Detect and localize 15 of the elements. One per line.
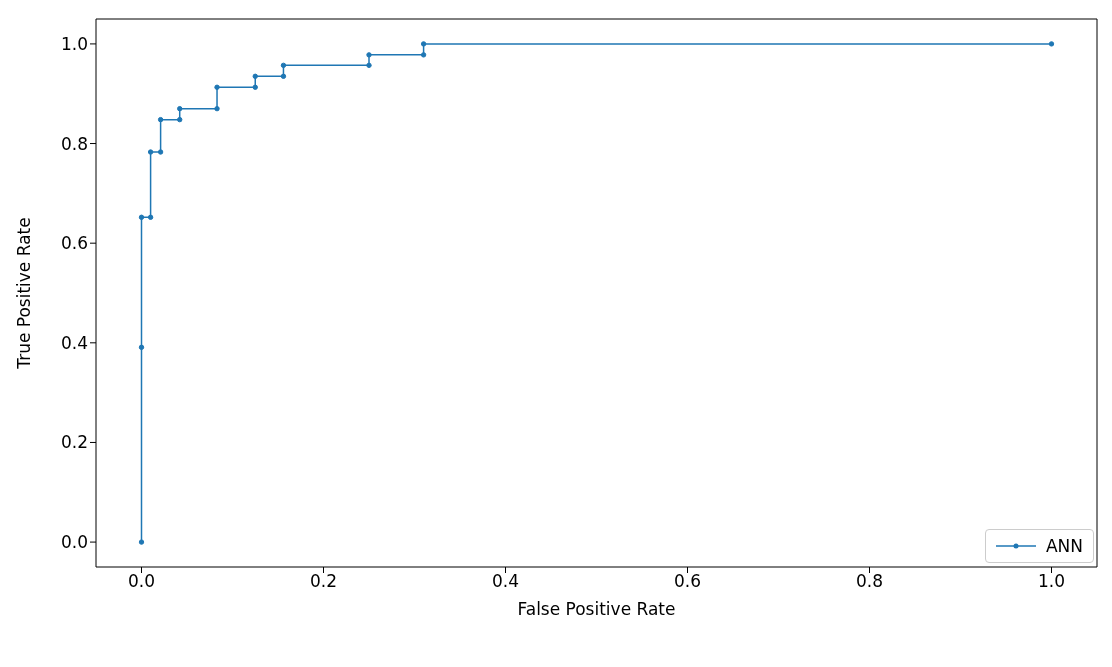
- y-tick-label: 0.0: [60, 532, 88, 553]
- x-tick-label: 1.0: [1037, 571, 1066, 592]
- x-tick-label: 0.2: [309, 571, 338, 592]
- y-tick-label: 0.8: [60, 133, 88, 154]
- y-axis-title: True Positive Rate: [14, 217, 35, 370]
- x-axis-title: False Positive Rate: [517, 599, 676, 619]
- x-tick-label: 0.4: [491, 571, 520, 592]
- y-tick-label: 0.2: [60, 432, 88, 453]
- y-tick-label: 1.0: [60, 33, 88, 54]
- x-tick-label: 0.0: [127, 571, 156, 592]
- y-tick-label: 0.6: [60, 233, 88, 254]
- x-tick-label: 0.6: [673, 571, 702, 592]
- x-tick-label: 0.8: [855, 571, 884, 592]
- legend-label: ANN: [1045, 536, 1083, 556]
- y-tick-label: 0.4: [60, 332, 88, 353]
